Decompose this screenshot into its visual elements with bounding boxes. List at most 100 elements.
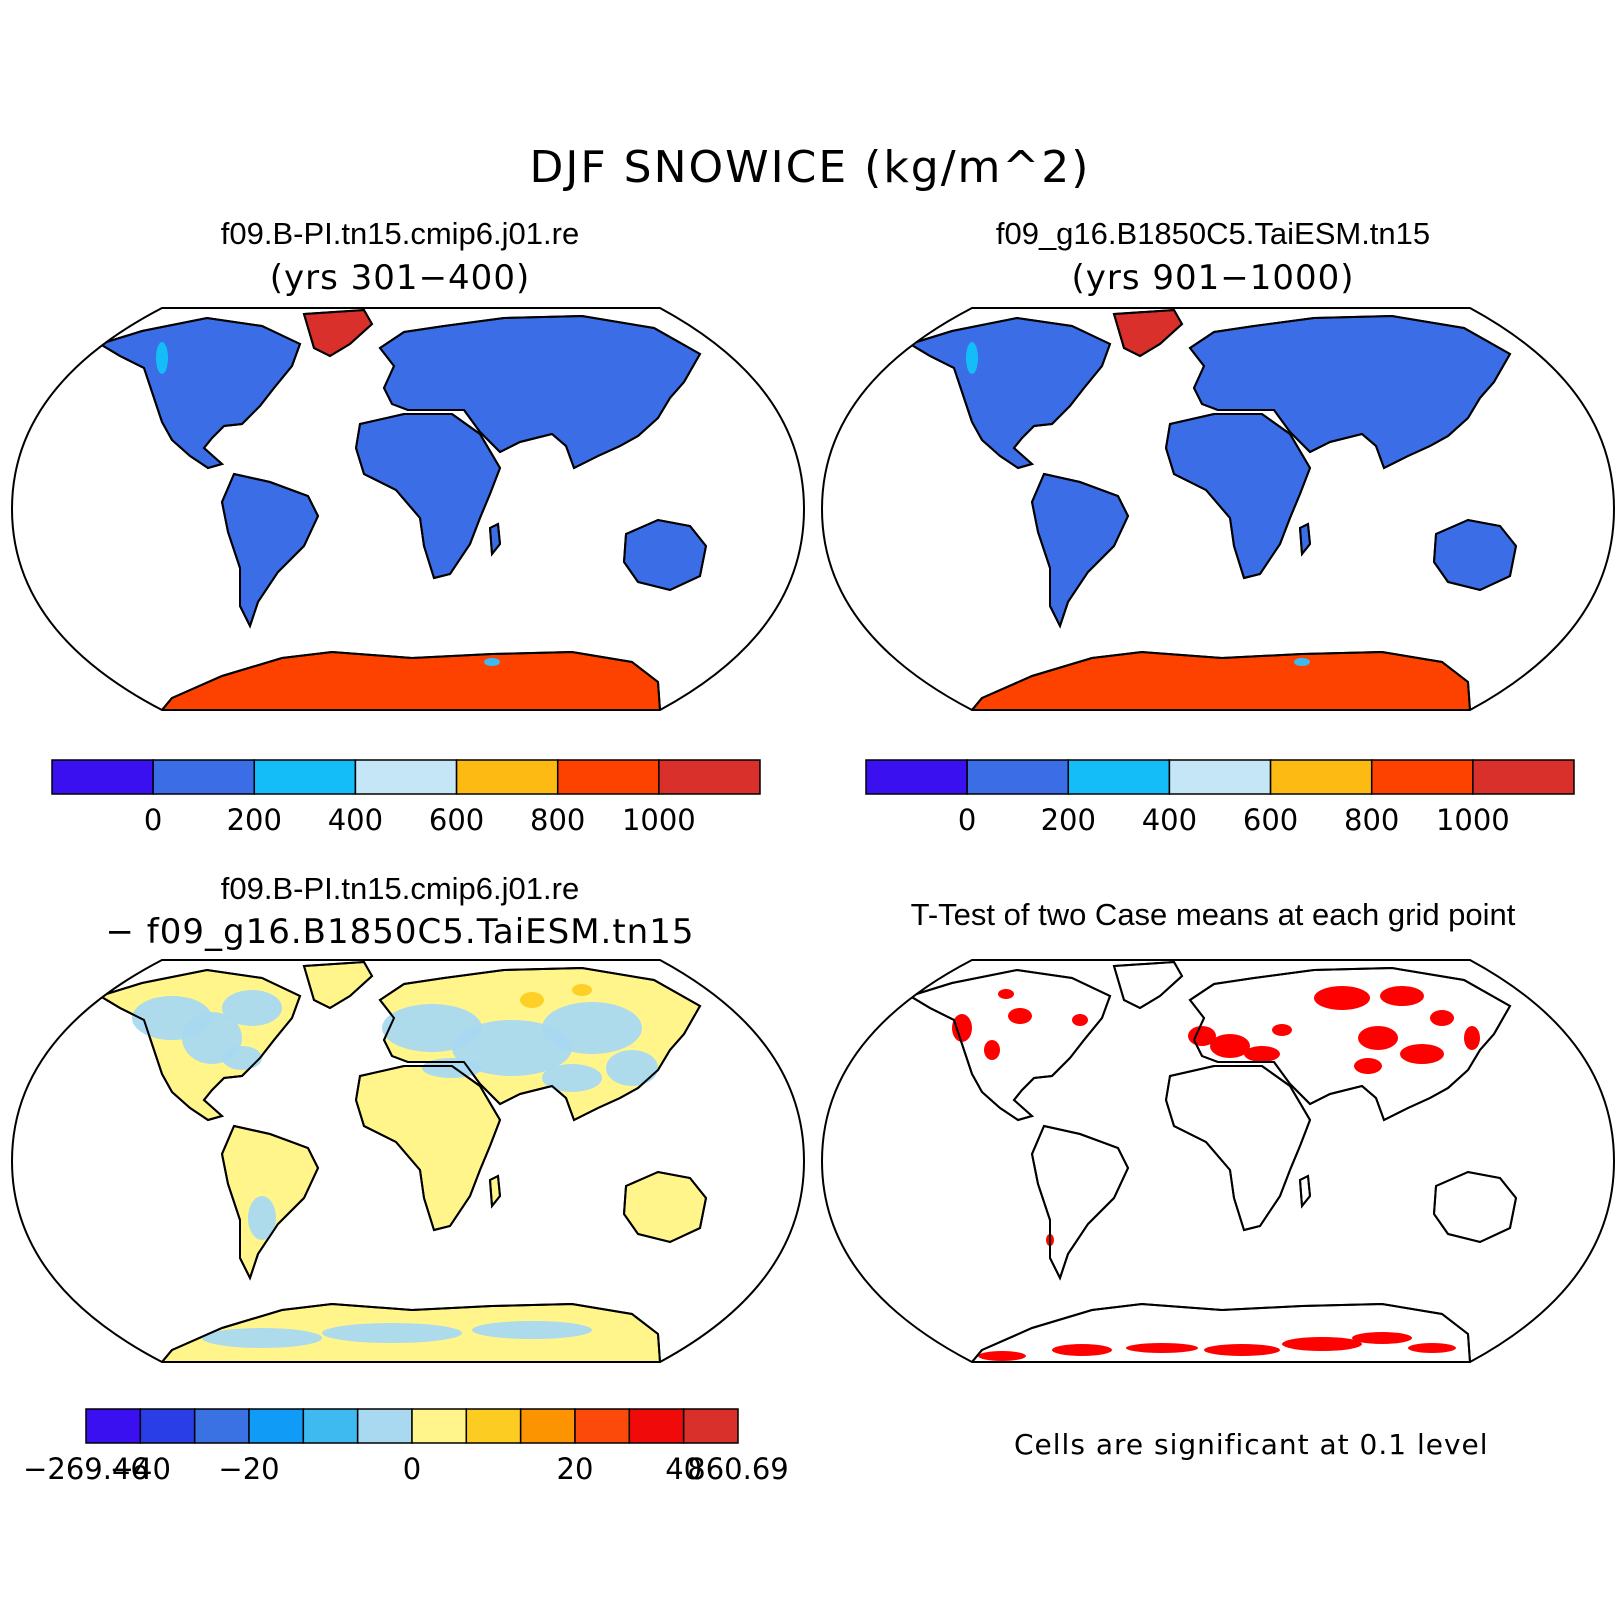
difference-anomaly-region bbox=[542, 1002, 642, 1054]
difference-anomaly-region bbox=[322, 1323, 462, 1343]
significant-cells bbox=[1380, 986, 1424, 1006]
significant-cells bbox=[1354, 1058, 1382, 1074]
colorbar-tick-label: 40 bbox=[665, 1452, 702, 1486]
colorbar-swatch bbox=[152, 759, 256, 795]
colorbar-swatch bbox=[465, 1408, 522, 1444]
significant-cells bbox=[984, 1040, 1000, 1060]
panel-4-title: T-Test of two Case means at each grid po… bbox=[910, 897, 1516, 932]
colorbar-swatch bbox=[455, 759, 559, 795]
colorbar-swatch bbox=[253, 759, 357, 795]
colorbar-swatch bbox=[519, 1408, 576, 1444]
colorbar-swatch bbox=[354, 759, 458, 795]
colorbar-swatch bbox=[556, 759, 660, 795]
colorbar-swatch bbox=[193, 1408, 250, 1444]
significant-cells bbox=[1282, 1337, 1362, 1351]
colorbar-swatch bbox=[682, 1408, 739, 1444]
panel-3-subtitle: − f09_g16.B1850C5.TaiESM.tn15 bbox=[105, 912, 695, 952]
colorbar-panel-1: 0 200 400 600 800 1000 bbox=[51, 759, 761, 837]
panel-1-subtitle: (yrs 301−400) bbox=[269, 258, 531, 298]
figure-title: DJF SNOWICE (kg/m^2) bbox=[529, 142, 1091, 193]
significant-cells bbox=[978, 1351, 1026, 1361]
map-panel-2 bbox=[820, 307, 1616, 711]
significant-cells bbox=[1400, 1044, 1444, 1064]
difference-anomaly-region bbox=[222, 990, 282, 1026]
colorbar-tick-label: 800 bbox=[1344, 803, 1399, 837]
colorbar-tick-label: −20 bbox=[218, 1452, 279, 1486]
map-border bbox=[10, 307, 806, 711]
significant-cells bbox=[1210, 1034, 1250, 1058]
significant-cells bbox=[1204, 1344, 1280, 1356]
significant-cells bbox=[1352, 1332, 1412, 1344]
colorbar-swatch bbox=[628, 1408, 685, 1444]
difference-anomaly-region bbox=[572, 984, 592, 996]
rockies-snow-patch bbox=[156, 342, 168, 374]
colorbar-tick-label: 1000 bbox=[622, 803, 696, 837]
difference-anomaly-region bbox=[222, 1046, 262, 1070]
colorbar-tick-label: 0 bbox=[958, 803, 976, 837]
colorbar-swatch bbox=[865, 759, 968, 795]
colorbar-tick-label: 400 bbox=[1142, 803, 1197, 837]
significant-cells bbox=[1244, 1046, 1280, 1062]
difference-anomaly-region bbox=[520, 992, 544, 1008]
colorbar-tick-label: 800 bbox=[530, 803, 585, 837]
colorbar-swatch bbox=[574, 1408, 631, 1444]
significant-cells bbox=[1126, 1343, 1198, 1353]
difference-anomaly-region bbox=[542, 1064, 602, 1092]
map-panel-1 bbox=[10, 307, 806, 711]
map-panel-4 bbox=[820, 959, 1616, 1363]
significant-cells bbox=[1464, 1026, 1480, 1050]
significant-cells bbox=[1052, 1344, 1112, 1356]
difference-anomaly-region bbox=[248, 1196, 276, 1240]
colorbar-swatch bbox=[1269, 759, 1373, 795]
colorbar-tick-label: 400 bbox=[328, 803, 383, 837]
colorbar-swatch bbox=[302, 1408, 359, 1444]
difference-anomaly-region bbox=[606, 1050, 658, 1086]
colorbar-tick-label: 200 bbox=[1041, 803, 1096, 837]
colorbar-tick-label: 200 bbox=[227, 803, 282, 837]
map-border bbox=[10, 959, 806, 1363]
difference-anomaly-region bbox=[472, 1321, 592, 1339]
colorbar-swatch bbox=[658, 759, 761, 795]
colorbar-swatch bbox=[139, 1408, 196, 1444]
colorbar-swatch bbox=[85, 1408, 142, 1444]
map-border bbox=[820, 959, 1616, 1363]
colorbar-swatch bbox=[1472, 759, 1575, 795]
significant-cells bbox=[1430, 1010, 1454, 1026]
difference-anomaly-region bbox=[202, 1328, 322, 1348]
ross-ice-patch bbox=[484, 658, 500, 666]
colorbar-tick-label: 1000 bbox=[1436, 803, 1510, 837]
ocean-background bbox=[822, 960, 1614, 1362]
significant-cells bbox=[1358, 1026, 1398, 1050]
significant-cells bbox=[952, 1014, 972, 1042]
significant-cells bbox=[1408, 1343, 1456, 1353]
map-panel-3 bbox=[10, 959, 806, 1363]
ross-ice-patch bbox=[1294, 658, 1310, 666]
significant-cells bbox=[1008, 1008, 1032, 1024]
significant-cells bbox=[1314, 986, 1370, 1010]
colorbar-tick-label: 600 bbox=[1243, 803, 1298, 837]
colorbar-swatch bbox=[1067, 759, 1171, 795]
significant-cells bbox=[998, 989, 1014, 999]
colorbar-swatch bbox=[966, 759, 1070, 795]
panel-3-title: f09.B-PI.tn15.cmip6.j01.re bbox=[220, 871, 580, 906]
colorbar-tick-label: 0 bbox=[403, 1452, 421, 1486]
rockies-snow-patch bbox=[966, 342, 978, 374]
colorbar-panel-2: 0 200 400 600 800 1000 bbox=[865, 759, 1575, 837]
colorbar-tick-label: −40 bbox=[110, 1452, 171, 1486]
map-border bbox=[820, 307, 1616, 711]
colorbar-tick-label: 20 bbox=[557, 1452, 594, 1486]
difference-anomaly-region bbox=[452, 1020, 572, 1076]
significant-cells bbox=[1072, 1014, 1088, 1026]
colorbar-swatch bbox=[1168, 759, 1272, 795]
colorbar-swatch bbox=[1370, 759, 1474, 795]
panel-2-subtitle: (yrs 901−1000) bbox=[1071, 258, 1355, 298]
panel-1-title: f09.B-PI.tn15.cmip6.j01.re bbox=[220, 216, 580, 251]
colorbar-tick-label: 600 bbox=[429, 803, 484, 837]
panel-2-title: f09_g16.B1850C5.TaiESM.tn15 bbox=[995, 216, 1431, 251]
colorbar-swatch bbox=[356, 1408, 413, 1444]
significant-cells bbox=[1272, 1024, 1292, 1036]
colorbar-tick-label: −269.46 bbox=[23, 1452, 149, 1486]
colorbar-swatch bbox=[248, 1408, 305, 1444]
colorbar-tick-label: 860.69 bbox=[687, 1452, 788, 1486]
